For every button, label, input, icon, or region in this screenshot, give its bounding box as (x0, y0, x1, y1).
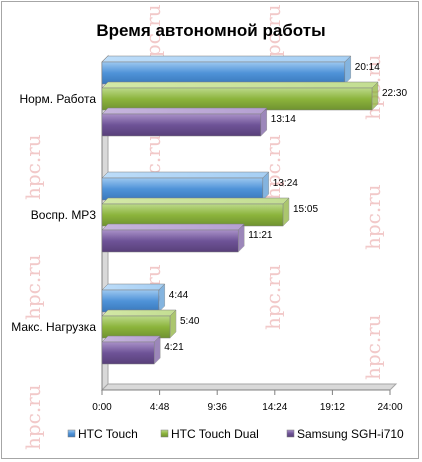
category-label: Макс. Нагрузка (11, 320, 96, 334)
data-label: 20:14 (355, 62, 380, 73)
x-tick-label: 9:36 (207, 402, 227, 413)
bar (101, 335, 161, 365)
x-axis-ticks: 0:00 4:48 9:36 14:24 19:12 24:00 (92, 390, 403, 413)
watermark-text: hpc.ru (361, 184, 385, 250)
data-label: 13:14 (271, 114, 296, 125)
watermark-text: hpc.ru (21, 384, 45, 450)
bar (101, 171, 270, 201)
bar (101, 55, 352, 85)
bar (101, 309, 177, 339)
bar (101, 197, 290, 227)
legend-swatch (67, 429, 76, 438)
data-label: 4:44 (169, 290, 189, 301)
legend-label: HTC Touch (78, 427, 138, 441)
bar (101, 223, 245, 253)
data-label: 13:24 (273, 178, 298, 189)
watermark-text: hpc.ru (261, 264, 285, 330)
category-labels: Норм. Работа Воспр. MP3 Макс. Нагрузка (11, 92, 96, 334)
data-label: 4:21 (164, 342, 184, 353)
data-label: 5:40 (180, 316, 200, 327)
category-label: Норм. Работа (19, 92, 96, 106)
bar (101, 107, 268, 137)
legend: HTC Touch HTC Touch Dual Samsung SGH-i710 (67, 427, 404, 441)
bar (101, 81, 379, 111)
x-tick-label: 19:12 (320, 402, 345, 413)
watermark-layer: hpc.ruhpc.ruhpc.ruhpc.ruhpc.ruhpc.ruhpc.… (21, 4, 385, 450)
watermark-text: hpc.ru (361, 314, 385, 380)
x-tick-label: 24:00 (377, 402, 402, 413)
category-label: Воспр. MP3 (31, 208, 97, 222)
data-label: 15:05 (293, 204, 318, 215)
x-tick-label: 4:48 (150, 402, 170, 413)
bars: 20:14 22:30 13:14 13:24 15:05 11:21 4:44 5:40 4:… (101, 55, 407, 365)
legend-swatch (286, 429, 295, 438)
x-tick-label: 0:00 (92, 402, 112, 413)
watermark-text: hpc.ru (21, 134, 45, 200)
legend-label: Samsung SGH-i710 (297, 427, 404, 441)
x-tick-label: 14:24 (262, 402, 287, 413)
legend-swatch (160, 429, 169, 438)
legend-label: HTC Touch Dual (171, 427, 259, 441)
data-label: 11:21 (248, 230, 273, 241)
chart-title: Время автономной работы (96, 21, 325, 40)
data-label: 22:30 (382, 88, 407, 99)
bar (101, 283, 166, 313)
watermark-text: hpc.ru (21, 254, 45, 320)
